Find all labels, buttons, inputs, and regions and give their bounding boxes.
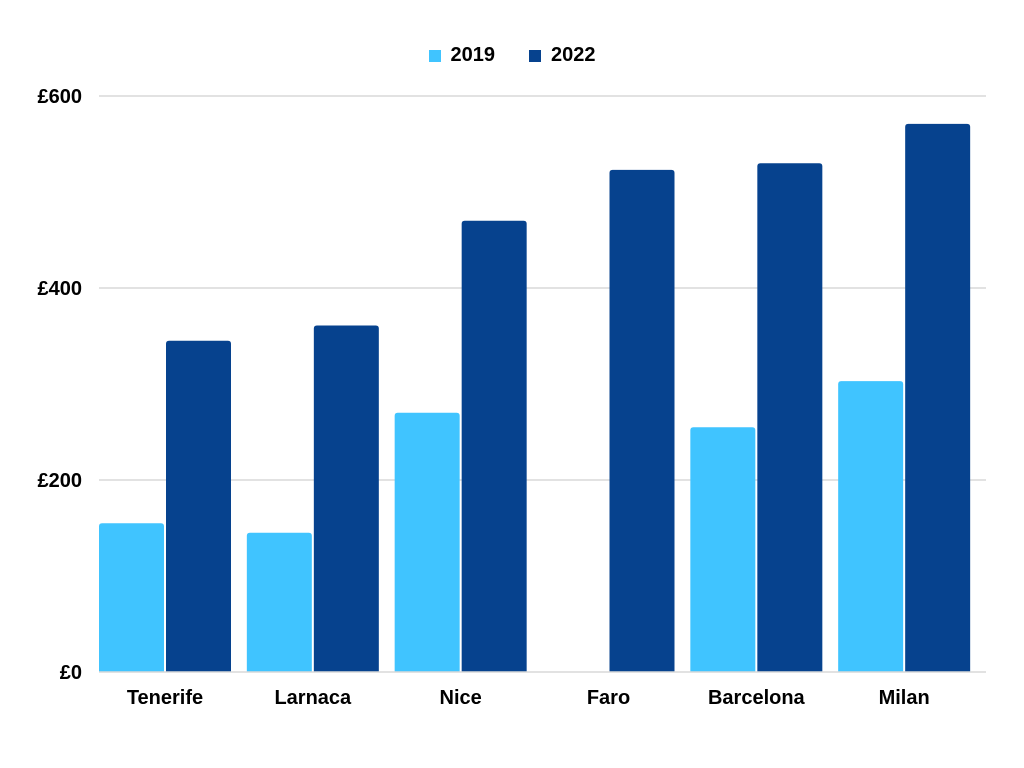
x-tick-label-tenerife: Tenerife [127, 687, 203, 709]
bar-2022-tenerife [166, 340, 231, 672]
bar-2019-tenerife [99, 523, 164, 672]
x-tick-label-faro: Faro [587, 687, 630, 709]
legend-label-2022: 2022 [551, 44, 596, 66]
x-tick-label-larnaca: Larnaca [274, 687, 352, 709]
legend: 2019 2022 [0, 44, 1024, 67]
y-tick-label: £400 [38, 278, 83, 300]
bar-2022-milan [905, 123, 971, 673]
x-tick-label-nice: Nice [440, 687, 482, 709]
x-tick-label-barcelona: Barcelona [708, 687, 806, 709]
bar-2019-nice [394, 412, 460, 672]
x-tick-label-milan: Milan [879, 687, 930, 709]
legend-label-2019: 2019 [450, 44, 496, 66]
bar-2019-barcelona [690, 427, 756, 672]
legend-swatch-2019 [428, 49, 441, 62]
bar-2019-larnaca [246, 532, 312, 672]
bar-2022-barcelona [757, 163, 823, 672]
bar-2019-milan [838, 381, 904, 672]
y-tick-label: £600 [38, 86, 83, 108]
legend-item-2019: 2019 [428, 44, 496, 67]
legend-swatch-2022 [529, 49, 541, 62]
y-tick-label: £0 [60, 662, 82, 684]
legend-item-2022: 2022 [529, 44, 596, 67]
bar-2022-nice [461, 220, 527, 673]
bar-2022-larnaca [313, 325, 379, 672]
y-tick-label: £200 [38, 470, 83, 492]
bar-2022-faro [609, 169, 675, 673]
